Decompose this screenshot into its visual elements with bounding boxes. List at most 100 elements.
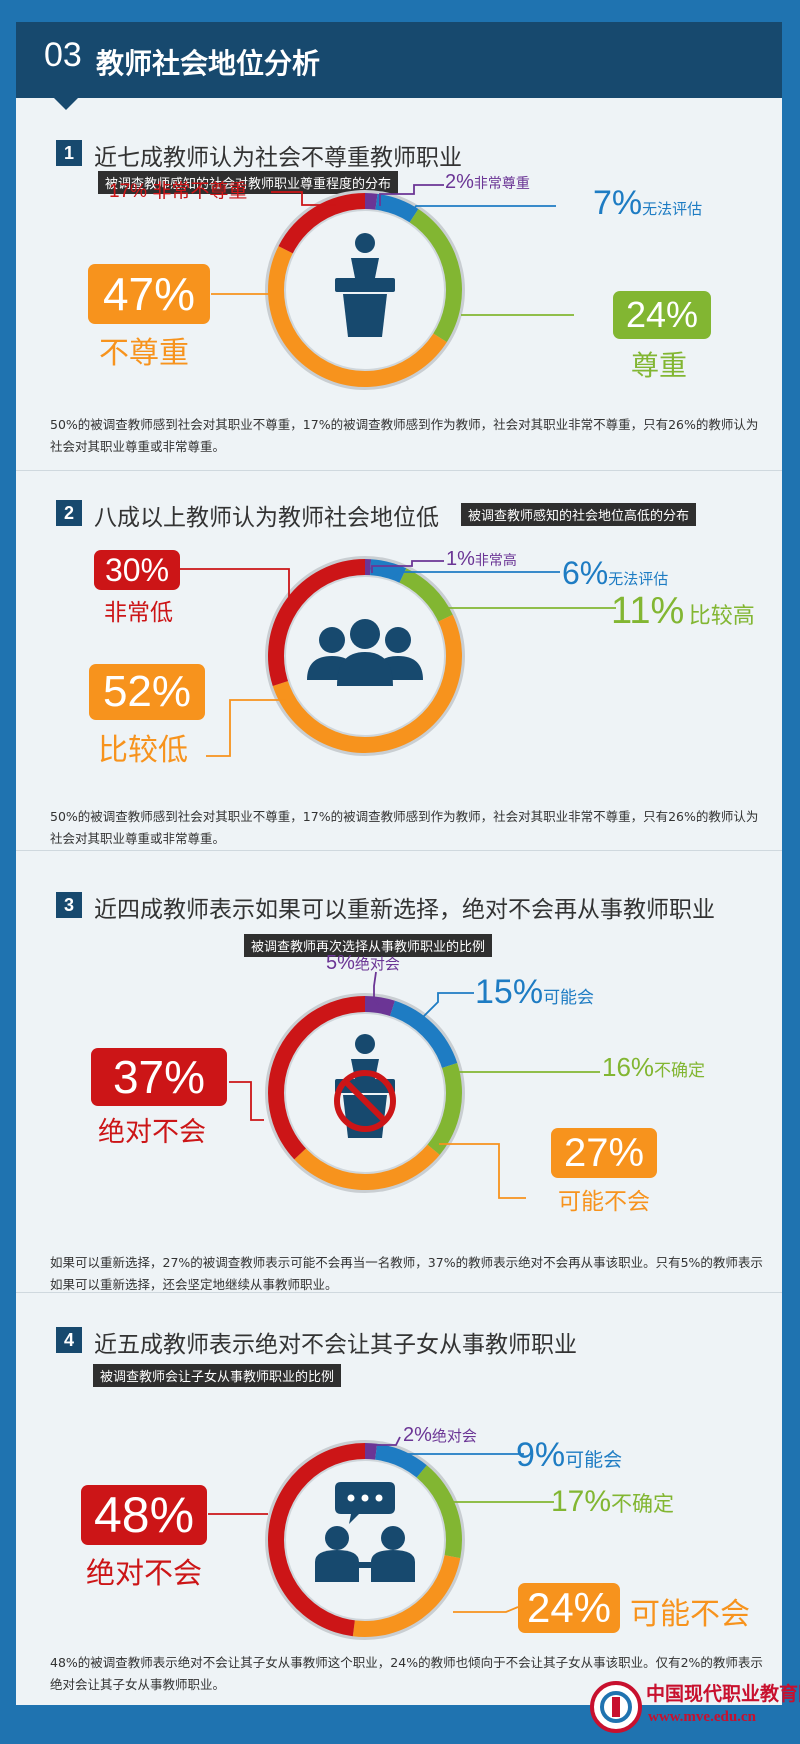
logo-text: 中国现代职业教育网 [646,1683,800,1705]
chart-svg [180,556,616,757]
label-name: 无法评估 [608,571,669,588]
label-s1: 15%可能会 [475,973,594,1012]
label-s0: 1%非常高 [446,548,517,571]
label-s1: 7%无法评估 [593,184,702,223]
section-number: 4 [56,1327,82,1353]
donut-slice [399,568,453,622]
label-name: 绝对会 [431,1428,477,1445]
donut-slice [268,559,365,686]
label-s1: 6%无法评估 [562,555,668,592]
label-pct: 15% [475,973,544,1011]
label-name-s3: 比较低 [98,734,188,767]
chart-subtitle: 被调查教师再次选择从事教师职业的比例 [244,934,493,957]
no-podium-icon [334,1034,396,1138]
chart-subtitle: 被调查教师感知的社会对教师职业尊重程度的分布 [98,171,399,194]
label-s0: 5%绝对会 [326,952,400,975]
chart-subtitle: 被调查教师会让子女从事教师职业的比例 [93,1364,342,1387]
value-box-s3: 24% [518,1583,620,1633]
donut-slice [389,1000,458,1069]
label-name-s4: 绝对不会 [98,1117,206,1147]
donut-slice [409,209,462,343]
logo-url: www.mve.edu.cn [648,1709,756,1725]
label-name: 绝对会 [354,956,400,973]
label-pct: 9% [516,1436,566,1474]
header-pointer [54,98,78,110]
leader-lines [208,1436,554,1613]
label-s2: 16%不确定 [602,1052,705,1083]
header-title: 教师社会地位分析 [96,47,321,80]
label-pct: 17% [551,1485,612,1518]
header-number: 03 [44,36,82,74]
chart-subtitle: 被调查教师感知的社会地位高低的分布 [461,503,697,526]
section-paragraph: 如果可以重新选择，27%的被调查教师表示可能不会再当一名教师，37%的教师表示绝… [50,1255,763,1292]
donut-slice [268,996,365,1160]
chart-svg [211,184,574,390]
label-name-s3: 可能不会 [558,1188,650,1214]
label-name-s4: 绝对不会 [86,1558,203,1590]
donut-slice [267,1443,365,1637]
label-pct: 1% [446,548,475,570]
donut-slice [365,193,378,211]
site-logo[interactable]: 中国现代职业教育网 www.mve.edu.cn [588,1673,800,1741]
section-4: 4 近五成教师表示绝对不会让其子女从事教师职业 被调查教师会让子女从事教师职业的… [16,1302,782,1702]
label-name-s3: 不尊重 [99,337,189,370]
label-name: 不确定 [654,1061,706,1080]
value-box-s2: 24% [613,291,711,339]
label-pct: 5% [326,952,355,974]
section-2: 2 八成以上教师认为教师社会地位低 被调查教师感知的社会地位高低的分布 30% [16,482,782,862]
label-name: 非常尊重 [473,175,530,191]
label-pct: 2% [403,1424,432,1446]
donut-slice [272,614,462,753]
donut-slice [352,1554,461,1637]
section-title: 近七成教师认为社会不尊重教师职业 [94,145,462,171]
leader-lines [180,560,616,757]
section-title: 近四成教师表示如果可以重新选择，绝对不会再从事教师职业 [94,897,715,923]
section-title: 近五成教师表示绝对不会让其子女从事教师职业 [94,1332,577,1358]
label-pct: 7% [593,184,643,222]
parent-child-talk-icon [315,1482,415,1582]
label-s1: 9%可能会 [516,1436,622,1475]
label-s2: 11% 比较高 [611,590,755,633]
label-pct: 16% [602,1052,655,1082]
label-name-s2: 尊重 [631,350,688,381]
podium-speaker-icon [335,233,395,337]
section-number: 3 [56,892,82,918]
label-pct: 11% [611,590,685,632]
donut-slice [375,1443,427,1479]
label-pct: 6% [562,555,609,591]
value-box-s4: 37% [91,1048,227,1106]
value-box-s3: 52% [89,664,205,720]
donut-slice [365,996,395,1017]
leader-lines [229,971,600,1199]
separator [16,850,782,851]
value-box-s4: 48% [81,1485,207,1545]
logo-emblem-icon [590,1681,642,1733]
label-pct: 2% [445,171,474,193]
leader-lines [211,184,574,316]
infographic-panel: 03 教师社会地位分析 1 近七成教师认为社会不尊重教师职业 被调查教师感知的社… [16,22,782,1705]
label-name: 可能会 [565,1450,623,1471]
group-people-icon [307,619,423,686]
donut-slice [294,1143,440,1190]
value-box-s4: 30% [94,550,180,590]
label-name: 不确定 [611,1493,675,1516]
label-name-s4: 非常低 [104,599,173,625]
label-s4: 17% 非常不尊重 [109,176,247,203]
value-box-s3: 27% [551,1128,657,1178]
label-name: 无法评估 [642,201,703,218]
label-name: 非常高 [474,552,517,568]
label-name-s3: 可能不会 [630,1598,750,1631]
separator [16,470,782,471]
section-paragraph: 50%的被调查教师感到社会对其职业不尊重，17%的被调查教师感到作为教师，社会对… [50,809,759,846]
section-number: 2 [56,500,82,526]
section-title: 八成以上教师认为教师社会地位低 [94,505,439,531]
label-s2: 17%不确定 [551,1485,674,1519]
donut-slice [365,559,372,577]
donut-slice [278,193,365,254]
label-s0: 2%非常尊重 [445,171,530,194]
value-box-s3: 47% [88,264,210,324]
label-pct: 17% [109,181,148,202]
chart-svg [208,1436,554,1640]
section-number: 1 [56,140,82,166]
donut-slice [375,193,419,224]
